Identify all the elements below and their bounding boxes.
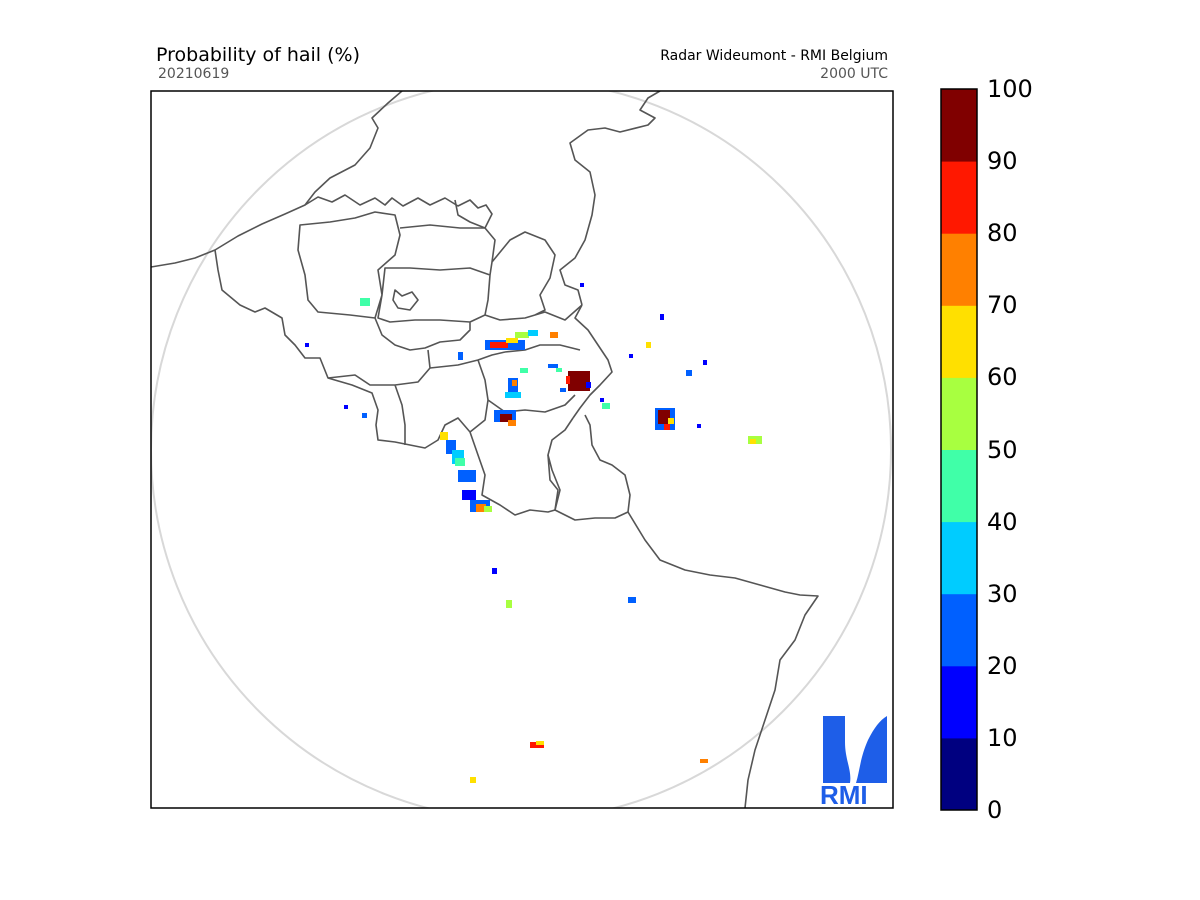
colorbar-segment [941, 377, 977, 450]
colorbar-tick-label: 50 [987, 435, 1018, 464]
colorbar-tick-label: 80 [987, 219, 1018, 248]
colorbar-segment [941, 521, 977, 595]
radar-range-circle [151, 91, 892, 808]
border-nl-be [304, 194, 493, 229]
province-borders [297, 211, 583, 445]
border-fr-be [214, 249, 556, 516]
colorbar-tick-label: 20 [987, 651, 1018, 680]
hail-cell [360, 298, 370, 306]
colorbar-segment [941, 737, 977, 811]
colorbar-tick-label: 30 [987, 579, 1018, 608]
hail-cell [344, 405, 348, 409]
colorbar [941, 89, 977, 811]
hail-cell [600, 398, 604, 402]
hail-cell [505, 392, 521, 398]
colorbar-segment [941, 89, 977, 162]
hail-cell [700, 759, 708, 763]
border-fr-de [627, 511, 819, 808]
hail-cell [508, 420, 516, 426]
border-de-north [559, 91, 661, 306]
hail-cell [512, 380, 517, 386]
hail-cell [490, 342, 508, 348]
hail-cell [560, 388, 566, 392]
hail-cell [470, 777, 476, 783]
hail-cell [458, 470, 476, 482]
hail-cell [703, 360, 707, 365]
hail-cell [440, 432, 448, 440]
hail-cell [550, 332, 558, 338]
hail-cell [658, 410, 670, 424]
hail-cell [660, 314, 664, 320]
colorbar-tick-label: 10 [987, 723, 1018, 752]
hail-cell [528, 330, 538, 336]
hail-cell [697, 424, 701, 428]
province-borders-south [454, 199, 561, 511]
hail-cell [446, 440, 456, 454]
hail-cell [580, 283, 584, 287]
radar-source: Radar Wideumont - RMI Belgium [660, 48, 888, 64]
colorbar-tick-label: 60 [987, 363, 1018, 392]
colorbar-tick-label: 40 [987, 507, 1018, 536]
hail-cell [556, 368, 562, 372]
hail-cell [515, 332, 529, 338]
border-be-de [572, 304, 613, 419]
colorbar-segment [941, 305, 977, 378]
colorbar-tick-label: 70 [987, 291, 1018, 320]
hail-cell [462, 490, 476, 500]
hail-cell [602, 403, 610, 409]
hail-cell [506, 338, 518, 343]
map-background [151, 91, 893, 808]
colorbar-tick-label: 0 [987, 796, 1003, 824]
colorbar-segment [941, 593, 977, 667]
hail-cell [492, 568, 497, 574]
hail-cell [362, 413, 367, 418]
hail-cell [458, 352, 463, 360]
map-time: 2000 UTC [820, 66, 888, 82]
hail-cell [686, 370, 692, 376]
hail-echoes [305, 283, 762, 783]
border-luxembourg [547, 414, 631, 521]
colorbar-tick-label: 90 [987, 147, 1018, 176]
hail-cell [484, 506, 492, 512]
map-frame [150, 90, 894, 809]
hail-cell [586, 382, 591, 388]
colorbar-frame [940, 88, 978, 811]
hail-cell [568, 371, 590, 391]
hail-cell [668, 418, 674, 424]
hail-cell [500, 414, 512, 422]
coastline [151, 91, 403, 268]
hail-cell [629, 354, 633, 358]
colorbar-segment [941, 449, 977, 523]
colorbar-segment [941, 233, 977, 306]
hail-cell [455, 458, 465, 466]
hail-cell [536, 741, 544, 745]
map-date: 20210619 [158, 66, 230, 82]
hail-cell [750, 439, 756, 444]
hail-cell [305, 343, 309, 347]
rmi-logo-mark [823, 716, 887, 783]
hail-cell [520, 368, 528, 373]
rmi-logo-text: RMI [820, 780, 868, 810]
hail-cell [664, 424, 670, 430]
hail-cell [566, 376, 570, 384]
hail-cell [476, 504, 486, 512]
colorbar-tick-label: 100 [987, 75, 1033, 103]
colorbar-segment [941, 161, 977, 234]
hail-cell [506, 600, 512, 608]
hail-cell [646, 342, 651, 348]
country-borders [151, 91, 819, 808]
hail-cell [548, 364, 558, 368]
rmi-logo: RMI [820, 716, 887, 810]
map-title: Probability of hail (%) [156, 44, 360, 66]
colorbar-segment [941, 665, 977, 739]
hail-cell [628, 597, 636, 603]
